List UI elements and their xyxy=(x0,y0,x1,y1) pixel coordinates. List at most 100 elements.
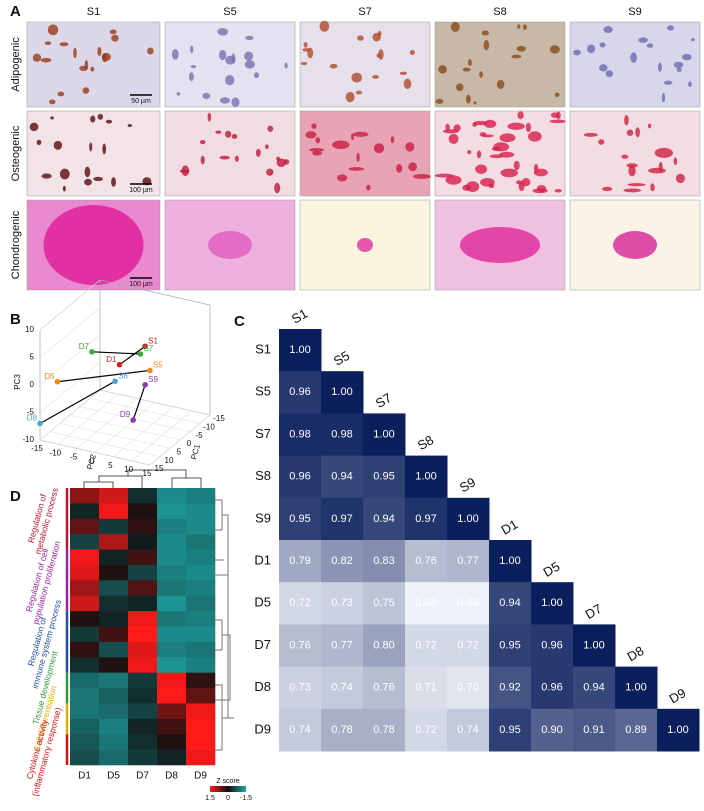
correlation-cell xyxy=(363,540,406,583)
micrograph xyxy=(26,110,161,197)
pca-point xyxy=(147,367,153,374)
stain-spot xyxy=(171,48,179,60)
dendrogram xyxy=(215,499,234,751)
stain-spot xyxy=(587,44,596,54)
heatmap-cell xyxy=(157,718,187,735)
column-label: D9 xyxy=(667,685,689,706)
heatmap-cell xyxy=(128,503,158,520)
row-label: D5 xyxy=(254,595,271,610)
stain-spot xyxy=(253,72,260,79)
cell-value: 0.82 xyxy=(331,555,352,567)
column-label: S8 xyxy=(415,432,436,453)
stain-spot xyxy=(73,47,77,59)
cell-value: 0.73 xyxy=(289,682,310,694)
heatmap-cell xyxy=(128,518,158,535)
correlation-cell xyxy=(279,540,322,583)
stain-spot xyxy=(605,70,614,78)
correlation-cell xyxy=(573,624,616,668)
stain-spot xyxy=(630,52,638,63)
stain-spot xyxy=(266,168,274,176)
stain-spot xyxy=(50,116,54,120)
y-tick-label: -5 xyxy=(195,431,203,440)
row-label: S8 xyxy=(255,468,271,483)
heatmap-cell xyxy=(128,734,158,750)
heatmap-cell xyxy=(157,672,187,689)
right-dendrogram xyxy=(215,499,234,751)
cell-value: 0.96 xyxy=(541,639,562,651)
cartilage-nodule xyxy=(43,205,144,285)
heatmap-cell xyxy=(157,688,187,704)
heatmap-cell xyxy=(157,580,187,597)
point-label: D1 xyxy=(106,355,117,364)
cell-value: 0.76 xyxy=(373,682,394,694)
row-label: Chondrogenic xyxy=(10,210,22,279)
cell-value: 0.95 xyxy=(499,724,520,736)
correlation-cell xyxy=(321,540,364,583)
stain-spot xyxy=(412,174,431,179)
point-label: S9 xyxy=(148,375,158,384)
top-dendrogram xyxy=(83,469,202,488)
heatmap-cell xyxy=(99,611,129,627)
x-tick-label: 0 xyxy=(90,457,95,466)
correlation-cell xyxy=(405,455,448,499)
heatmap-cell xyxy=(186,718,216,735)
heatmap-cell xyxy=(186,503,216,520)
panel-label: C xyxy=(234,313,245,330)
pca-point xyxy=(130,417,136,423)
heatmap-cell xyxy=(157,503,187,520)
column-label: S1 xyxy=(87,6,100,18)
cell-value: 1.00 xyxy=(331,386,352,398)
heatmap-cell xyxy=(128,641,158,658)
heatmap-cell xyxy=(186,703,216,720)
stain-spot xyxy=(500,168,518,178)
stain-spot xyxy=(101,52,111,62)
stain-spot xyxy=(372,75,380,79)
stain-spot xyxy=(453,124,461,132)
grid-line xyxy=(39,334,101,386)
micrograph xyxy=(164,110,296,197)
correlation-cell xyxy=(279,708,322,752)
grid-line xyxy=(39,362,101,413)
stain-spot xyxy=(90,115,96,123)
heatmap-cell xyxy=(99,688,129,704)
legend-title: Z score xyxy=(216,778,239,785)
heatmap-cell xyxy=(70,595,100,612)
stain-spot xyxy=(549,45,560,54)
heatmap-cell xyxy=(70,703,100,720)
stain-spot xyxy=(231,97,240,108)
stain-spot xyxy=(466,181,480,193)
heatmap-cell xyxy=(186,611,216,627)
stain-spot xyxy=(573,49,581,56)
heatmap-cell xyxy=(99,734,129,750)
stain-spot xyxy=(202,92,211,99)
heatmap-cell xyxy=(99,672,129,689)
cell-value: 0.95 xyxy=(373,471,394,483)
stain-spot xyxy=(473,101,477,105)
heatmap-cell xyxy=(70,641,100,658)
pca-point xyxy=(89,349,95,355)
z-tick-label: 10 xyxy=(25,325,34,334)
stain-spot xyxy=(554,189,562,193)
stain-spot xyxy=(356,152,360,162)
stain-spot xyxy=(234,155,239,162)
cell-value: 0.94 xyxy=(583,682,604,694)
stain-spot xyxy=(44,41,52,46)
stain-spot xyxy=(518,182,525,192)
heatmap-cell xyxy=(128,534,158,550)
heatmap-cell xyxy=(128,611,158,627)
stain-spot xyxy=(690,38,695,42)
stain-spot xyxy=(646,43,654,48)
stain-spot xyxy=(663,80,673,85)
stain-spot xyxy=(366,184,371,191)
correlation-cell xyxy=(279,329,322,372)
row-label: S7 xyxy=(255,426,271,441)
correlation-cell xyxy=(489,624,532,668)
heatmap-cell xyxy=(99,488,129,504)
stain-spot xyxy=(624,114,629,126)
stain-spot xyxy=(225,55,236,65)
stain-spot xyxy=(57,91,65,97)
stain-spot xyxy=(109,29,117,35)
column-label: D9 xyxy=(194,771,207,782)
cell-value: 1.00 xyxy=(499,555,520,567)
stain-spot xyxy=(481,134,494,138)
